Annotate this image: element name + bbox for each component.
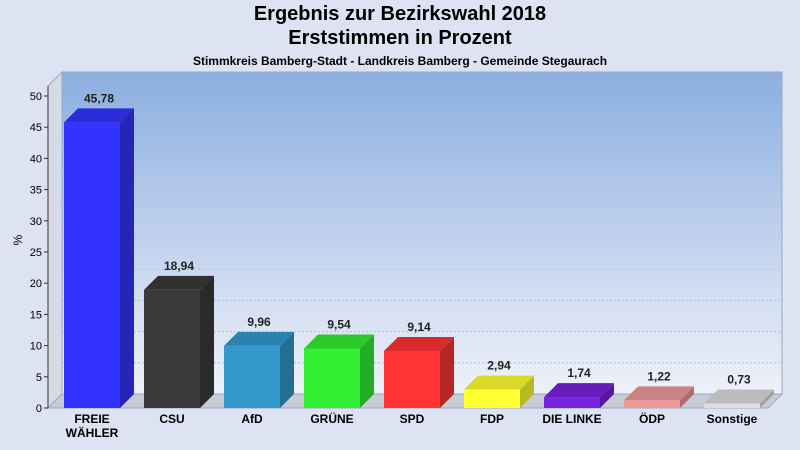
bar-value-label: 18,94 — [164, 259, 194, 273]
x-tick-label: FREIE WÄHLER — [66, 412, 119, 440]
bar-side — [200, 275, 214, 408]
bar-side — [680, 386, 694, 408]
x-tick-label: FDP — [480, 412, 504, 426]
bar-side — [280, 331, 294, 408]
bar — [224, 345, 280, 408]
bar-side — [520, 375, 534, 408]
bar-side — [440, 336, 454, 408]
y-tick-label: 50 — [30, 91, 42, 103]
bar — [544, 397, 600, 408]
chart-subtitle-region: Stimmkreis Bamberg-Stadt - Landkreis Bam… — [192, 54, 608, 68]
y-tick-label: 40 — [30, 153, 42, 165]
y-axis: 0 5 10 15 20 25 30 35 40 45 50 — [30, 86, 49, 415]
x-tick-label: GRÜNE — [310, 411, 353, 426]
bar-top — [544, 383, 614, 398]
y-tick-label: 15 — [30, 309, 42, 321]
y-tick-label: 10 — [30, 341, 42, 353]
y-tick-label: 20 — [30, 278, 42, 290]
bar-side — [360, 334, 374, 408]
bar-value-label: 1,22 — [647, 369, 671, 383]
bar-top — [224, 331, 294, 346]
bar — [144, 289, 200, 408]
bar — [464, 389, 520, 408]
bar-value-label: 2,94 — [487, 359, 511, 373]
bar-top — [704, 389, 774, 404]
bar-side — [120, 108, 134, 409]
bar-value-label: 45,78 — [84, 91, 114, 105]
bar — [384, 350, 440, 408]
y-axis-label: % — [11, 234, 25, 245]
x-tick-label: ÖDP — [639, 411, 665, 426]
x-tick-label: AfD — [241, 412, 263, 426]
bar-side — [600, 383, 614, 408]
bar — [64, 122, 120, 409]
bar-top — [384, 336, 454, 351]
bar — [304, 348, 360, 408]
bar-value-label: 0,73 — [727, 372, 751, 386]
y-tick-label: 0 — [36, 403, 42, 415]
y-tick-label: 35 — [30, 185, 42, 197]
x-tick-label: Sonstige — [707, 412, 758, 426]
chart-subtitle: Erststimmen in Prozent — [288, 27, 512, 49]
bar-value-label: 1,74 — [567, 366, 591, 380]
y-tick-label: 25 — [30, 247, 42, 259]
bar-value-label: 9,54 — [327, 317, 351, 331]
bar — [704, 403, 760, 408]
bar-top — [144, 275, 214, 290]
x-tick-label: DIE LINKE — [542, 412, 601, 426]
bar — [624, 400, 680, 408]
bar-value-label: 9,14 — [407, 320, 431, 334]
x-axis: FREIE WÄHLER CSU AfD GRÜNE SPD FDP DIE LINKE ÖDP… — [66, 411, 758, 440]
grid — [62, 81, 782, 364]
bar-side — [760, 389, 774, 408]
y-tick-label: 5 — [36, 372, 42, 384]
y-tick-label: 30 — [30, 216, 42, 228]
y-tick-label: 45 — [30, 122, 42, 134]
bar-top — [64, 108, 134, 123]
bars: 45,78 18,94 9,96 9,54 9,14 2,94 1,74 1,22 0,73 — [64, 91, 774, 409]
bar-top — [624, 386, 694, 401]
bar-value-label: 9,96 — [247, 315, 271, 329]
bar-top — [304, 334, 374, 349]
x-tick-label: CSU — [159, 412, 184, 426]
x-tick-label: SPD — [400, 412, 425, 426]
bar-top — [464, 375, 534, 390]
chart-title: Ergebnis zur Bezirkswahl 2018 — [253, 3, 547, 25]
